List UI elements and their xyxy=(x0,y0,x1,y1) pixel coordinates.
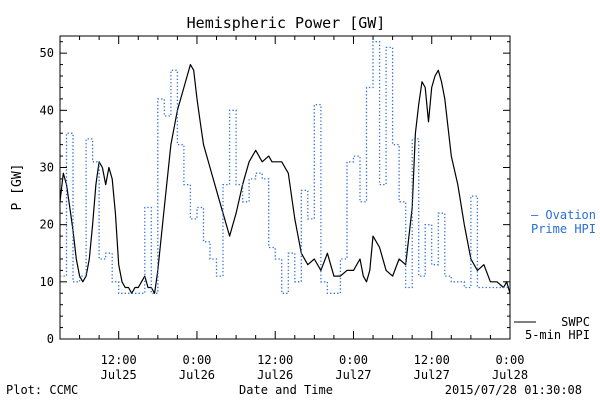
x-tick-time-label: 0:00 xyxy=(339,353,368,367)
y-tick-label: 20 xyxy=(40,218,54,232)
y-tick-label: 30 xyxy=(40,160,54,174)
plot-area: 0102030405012:00Jul250:00Jul2612:00Jul26… xyxy=(40,35,528,382)
x-tick-time-label: 0:00 xyxy=(183,353,212,367)
x-tick-time-label: 12:00 xyxy=(101,353,137,367)
x-tick-time-label: 12:00 xyxy=(414,353,450,367)
legend-swpc-label: SWPC xyxy=(561,315,590,329)
footer-timestamp: 2015/07/28 01:30:08 xyxy=(445,383,582,397)
y-tick-label: 50 xyxy=(40,46,54,60)
x-tick-date-label: Jul27 xyxy=(335,368,371,382)
legend-swpc-label-line2: 5-min HPI xyxy=(525,328,590,342)
x-tick-date-label: Jul26 xyxy=(257,368,293,382)
y-tick-label: 40 xyxy=(40,103,54,117)
y-tick-label: 10 xyxy=(40,275,54,289)
x-tick-date-label: Jul27 xyxy=(414,368,450,382)
y-axis-label: P [GW] xyxy=(10,164,25,211)
plot-frame xyxy=(59,35,511,340)
x-tick-date-label: Jul28 xyxy=(492,368,528,382)
legend-ovation-label-line2: Prime HPI xyxy=(531,222,596,236)
series-swpc-line xyxy=(59,63,511,294)
x-axis-label: Date and Time xyxy=(239,383,333,397)
chart-title: Hemispheric Power [GW] xyxy=(187,14,386,32)
x-tick-date-label: Jul26 xyxy=(179,368,215,382)
footer-credit: Plot: CCMC xyxy=(6,383,78,397)
x-tick-time-label: 12:00 xyxy=(257,353,293,367)
x-tick-time-label: 0:00 xyxy=(496,353,525,367)
legend-ovation-label: – Ovation xyxy=(531,208,596,222)
x-tick-date-label: Jul25 xyxy=(101,368,137,382)
y-tick-label: 0 xyxy=(47,332,54,346)
